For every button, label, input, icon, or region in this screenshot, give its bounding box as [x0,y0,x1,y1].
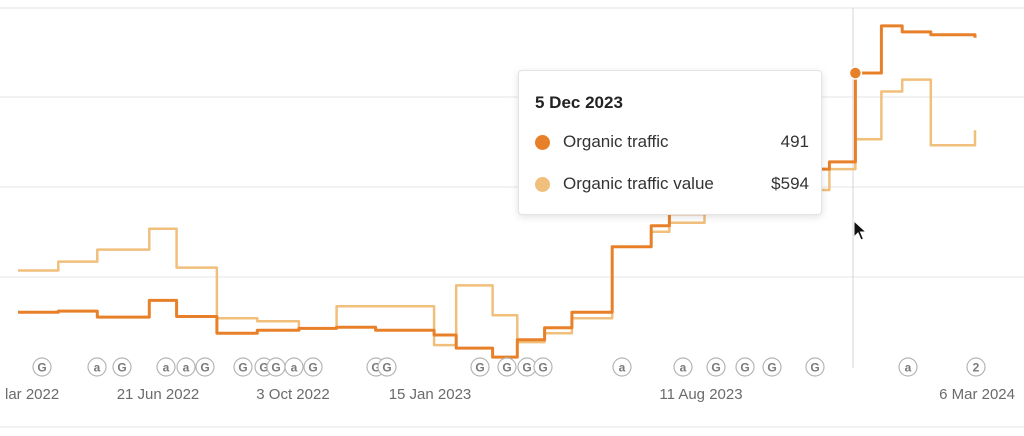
ahrefs-annotation-marker-icon: a [284,357,304,377]
marker-label: G [538,361,547,375]
marker-label: G [200,361,209,375]
google-update-marker-icon: G [470,357,490,377]
marker-circle [284,357,304,377]
google-update-marker-icon: G [303,357,323,377]
google-update-marker-icon: G [533,357,553,377]
series-lines [18,24,977,359]
hover-point [848,66,863,80]
marker-circle [32,357,52,377]
marker-circle [377,357,397,377]
google-update-marker-icon: G [32,357,52,377]
marker-label: G [810,361,819,375]
marker-label: a [680,361,687,375]
ahrefs-annotation-marker-icon: a [156,357,176,377]
marker-label: G [711,361,720,375]
marker-circle [470,357,490,377]
marker-circle [195,357,215,377]
marker-circle [233,357,253,377]
marker-label: G [271,361,280,375]
marker-circle [87,357,107,377]
tooltip-value: 491 [780,132,809,151]
marker-circle [966,357,986,377]
tooltip-value: $594 [771,174,809,193]
marker-label: G [740,361,749,375]
marker-circle [735,357,755,377]
annotation-count-marker-icon: 2 [966,357,986,377]
marker-label: a [183,361,190,375]
marker-label: G [308,361,317,375]
marker-circle [805,357,825,377]
marker-circle [898,357,918,377]
marker-label: G [475,361,484,375]
marker-circle [112,357,132,377]
ahrefs-annotation-marker-icon: a [898,357,918,377]
organic-traffic-dot [535,135,550,150]
marker-circle [176,357,196,377]
series-organic-traffic-line [18,24,977,359]
ahrefs-annotation-marker-icon: a [87,357,107,377]
marker-label: G [259,361,268,375]
marker-label: G [502,361,511,375]
marker-label: G [371,361,380,375]
marker-circle [762,357,782,377]
google-update-marker-icon: G [377,357,397,377]
marker-label: G [767,361,776,375]
x-tick-label: 3 Oct 2022 [256,386,329,403]
marker-label: a [291,361,298,375]
x-tick-label: 21 Jun 2022 [117,386,200,403]
mouse-cursor-icon [853,220,867,241]
google-update-marker-icon: G [805,357,825,377]
marker-label: a [619,361,626,375]
marker-label: G [117,361,126,375]
organic-traffic-value-dot [535,177,550,192]
x-tick-label: 11 Aug 2023 [659,386,742,403]
x-tick-label: 6 Mar 2024 [939,386,1015,403]
google-update-marker-icon: G [706,357,726,377]
tooltip-label: Organic traffic [563,132,669,151]
x-tick-label: lar 2022 [5,386,59,403]
marker-label: a [905,361,912,375]
google-update-marker-icon: G [112,357,132,377]
marker-label: G [382,361,391,375]
x-tick-label: 15 Jan 2023 [389,386,472,403]
marker-circle [533,357,553,377]
google-update-marker-icon: G [195,357,215,377]
marker-circle [497,357,517,377]
series-organic-traffic-value-line [18,78,977,347]
marker-label: 2 [973,361,980,375]
marker-circle [612,357,632,377]
tooltip-date: 5 Dec 2023 [535,93,623,112]
google-update-marker-icon: G [517,357,537,377]
marker-label: a [163,361,170,375]
marker-circle [156,357,176,377]
google-update-marker-icon: G [735,357,755,377]
marker-circle [303,357,323,377]
marker-label: a [94,361,101,375]
marker-circle [673,357,693,377]
tooltip-row-organic-traffic: Organic traffic 491 [535,131,809,155]
chart-tooltip: 5 Dec 2023 Organic traffic 491 Organic t… [518,70,822,215]
google-update-marker-icon: G [762,357,782,377]
x-axis-ticks: lar 2022 21 Jun 2022 3 Oct 2022 15 Jan 2023… [5,386,1015,403]
marker-label: G [522,361,531,375]
marker-circle [706,357,726,377]
google-update-marker-icon: G [266,357,286,377]
ahrefs-annotation-marker-icon: a [673,357,693,377]
marker-label: G [238,361,247,375]
ahrefs-annotation-marker-icon: a [176,357,196,377]
ahrefs-annotation-marker-icon: a [612,357,632,377]
marker-label: G [37,361,46,375]
tooltip-row-organic-traffic-value: Organic traffic value $594 [535,173,809,197]
google-update-marker-icon: G [497,357,517,377]
tooltip-label: Organic traffic value [563,174,714,193]
google-update-marker-icon: G [233,357,253,377]
